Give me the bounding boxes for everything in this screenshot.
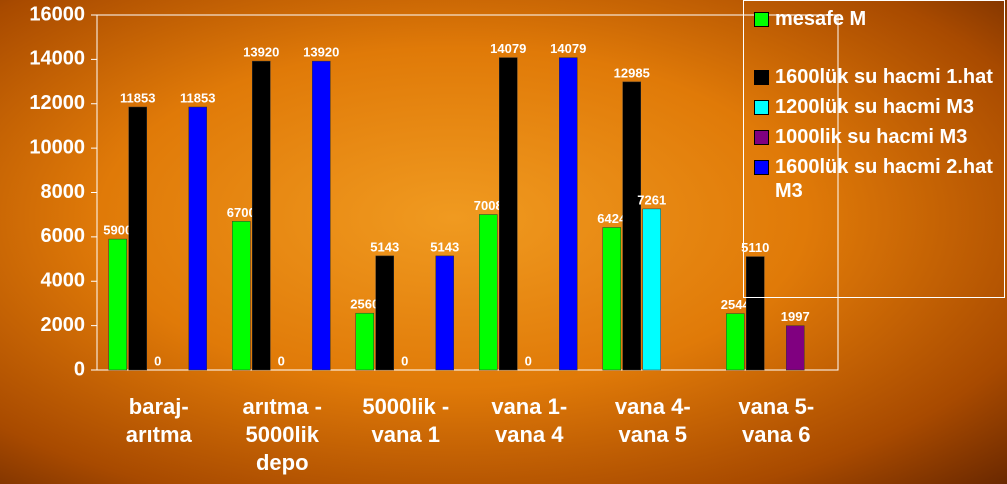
legend-item: 1200lük su hacmi M3 — [754, 95, 998, 119]
bar — [108, 238, 127, 371]
value-label: 0 — [401, 353, 408, 368]
bar — [479, 214, 498, 371]
value-label: 2544 — [721, 297, 751, 312]
value-label: 12985 — [614, 65, 650, 80]
legend-label: 1600lük su hacmi 1.hat — [775, 66, 993, 88]
legend-swatch — [754, 160, 769, 175]
legend-label: mesafe M — [775, 8, 867, 30]
y-tick-label: 10000 — [29, 136, 85, 158]
y-tick-label: 4000 — [41, 270, 86, 292]
value-label: 0 — [525, 353, 532, 368]
x-tick-label: arıtma — [126, 422, 193, 447]
legend-swatch — [754, 70, 769, 85]
legend: mesafe M 1600lük su hacmi 1.hat 1200lük su… — [743, 0, 1005, 298]
value-label: 13920 — [243, 45, 279, 60]
value-label: 11853 — [120, 90, 155, 105]
legend-item: 1600lük su hacmi 2.hat M3 — [754, 155, 998, 203]
x-tick-label: vana 4 — [495, 422, 564, 447]
bar — [642, 208, 661, 371]
x-tick-label: vana 4- — [615, 394, 691, 419]
x-tick-label: vana 1- — [491, 394, 567, 419]
x-tick-label: vana 5- — [738, 394, 814, 419]
value-label: 14079 — [490, 41, 526, 56]
value-label: 14079 — [550, 41, 586, 56]
x-tick-label: vana 1 — [372, 422, 441, 447]
x-tick-label: vana 5 — [619, 422, 688, 447]
bar — [499, 57, 518, 371]
value-label: 2560 — [350, 297, 379, 312]
legend-label: 1200lük su hacmi M3 — [775, 96, 974, 118]
y-tick-label: 6000 — [41, 225, 86, 247]
x-tick-label: baraj- — [129, 394, 189, 419]
legend-label: 1000lik su hacmi M3 — [775, 126, 968, 148]
y-tick-label: 0 — [74, 358, 85, 380]
bar — [559, 57, 578, 371]
bar — [312, 60, 331, 371]
legend-swatch — [754, 12, 769, 27]
bar — [602, 227, 621, 371]
value-label: 13920 — [303, 45, 339, 60]
bar — [435, 255, 454, 371]
value-label: 6700 — [227, 205, 256, 220]
bar — [786, 325, 805, 371]
value-label: 5143 — [430, 239, 459, 254]
value-label: 11853 — [180, 90, 215, 105]
legend-swatch — [754, 100, 769, 115]
y-tick-label: 14000 — [29, 48, 85, 70]
y-tick-label: 12000 — [29, 92, 85, 114]
bar — [252, 60, 271, 371]
x-tick-label: arıtma - — [243, 394, 322, 419]
value-label: 5143 — [370, 239, 399, 254]
x-tick-label: vana 6 — [742, 422, 811, 447]
legend-item: 1000lik su hacmi M3 — [754, 125, 998, 149]
value-label: 1997 — [781, 309, 810, 324]
y-tick-label: 8000 — [41, 181, 86, 203]
value-label: 6424 — [597, 211, 627, 226]
bar — [128, 106, 147, 371]
bar — [726, 313, 745, 371]
y-tick-label: 16000 — [29, 3, 85, 25]
x-tick-label: 5000lik - — [362, 394, 449, 419]
bar — [188, 106, 207, 371]
y-tick-label: 2000 — [41, 314, 86, 336]
value-label: 5110 — [741, 240, 769, 255]
value-label: 5900 — [103, 223, 132, 238]
legend-item: mesafe M — [754, 7, 998, 31]
legend-label: 1600lük su hacmi 2.hat M3 — [775, 156, 993, 202]
legend-swatch — [754, 130, 769, 145]
x-tick-label: depo — [256, 450, 309, 475]
bar — [746, 256, 765, 371]
legend-item: 1600lük su hacmi 1.hat — [754, 65, 998, 89]
x-tick-label: 5000lik — [246, 422, 320, 447]
value-label: 7008 — [474, 198, 503, 213]
bar — [355, 312, 374, 371]
bar — [232, 221, 251, 371]
value-label: 0 — [154, 353, 161, 368]
value-label: 0 — [278, 353, 285, 368]
bar — [375, 255, 394, 371]
value-label: 7261 — [637, 192, 666, 207]
bar — [622, 81, 641, 371]
